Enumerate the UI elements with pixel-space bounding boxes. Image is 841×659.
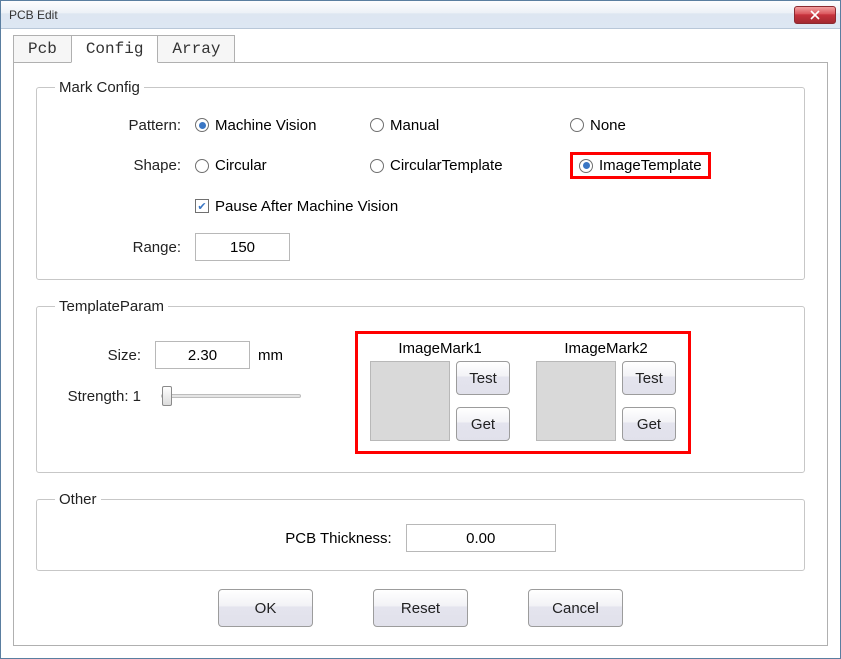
other-group: Other PCB Thickness: bbox=[36, 491, 805, 571]
reset-button[interactable]: Reset bbox=[373, 589, 468, 627]
tab-bar: Pcb Config Array bbox=[13, 35, 828, 63]
image-mark1-label: ImageMark1 bbox=[398, 340, 481, 357]
shape-row: Shape: Circular CircularTemplate Imag bbox=[55, 152, 786, 179]
other-legend: Other bbox=[55, 491, 101, 508]
window-content: Pcb Config Array Mark Config Pattern: Ma… bbox=[1, 29, 840, 658]
mark-config-group: Mark Config Pattern: Machine Vision Manu… bbox=[36, 79, 805, 280]
pcb-thickness-label: PCB Thickness: bbox=[285, 530, 405, 547]
shape-label: Shape: bbox=[55, 157, 195, 174]
pattern-radio-group: Machine Vision Manual None bbox=[195, 117, 786, 134]
footer-buttons: OK Reset Cancel bbox=[36, 589, 805, 627]
template-param-group: TemplateParam Size: mm Strength: 1 bbox=[36, 298, 805, 473]
radio-label: Manual bbox=[390, 117, 439, 134]
radio-icon bbox=[195, 159, 209, 173]
title-bar: PCB Edit bbox=[1, 1, 840, 29]
pcb-edit-window: PCB Edit Pcb Config Array Mark Config Pa… bbox=[0, 0, 841, 659]
tab-pcb[interactable]: Pcb bbox=[13, 35, 72, 63]
shape-radio-group: Circular CircularTemplate ImageTemplate bbox=[195, 152, 786, 179]
strength-value: 1 bbox=[133, 388, 141, 405]
size-unit: mm bbox=[258, 347, 283, 364]
tab-array[interactable]: Array bbox=[157, 35, 235, 63]
range-row: Range: bbox=[55, 233, 786, 261]
radio-label: Circular bbox=[215, 157, 267, 174]
pcb-thickness-input[interactable] bbox=[406, 524, 556, 552]
image-marks-panel: ImageMark1 Test Get ImageMark2 bbox=[355, 331, 691, 454]
mark1-test-button[interactable]: Test bbox=[456, 361, 510, 395]
radio-label: None bbox=[590, 117, 626, 134]
image-mark1-thumb bbox=[370, 361, 450, 441]
checkbox-icon bbox=[195, 199, 209, 213]
radio-icon bbox=[370, 159, 384, 173]
pause-checkbox[interactable]: Pause After Machine Vision bbox=[195, 198, 398, 215]
shape-image-template-radio[interactable]: ImageTemplate bbox=[570, 152, 711, 179]
range-label: Range: bbox=[55, 239, 195, 256]
pattern-machine-vision-radio[interactable]: Machine Vision bbox=[195, 117, 370, 134]
mark2-test-button[interactable]: Test bbox=[622, 361, 676, 395]
pattern-row: Pattern: Machine Vision Manual None bbox=[55, 112, 786, 138]
mark-config-legend: Mark Config bbox=[55, 79, 144, 96]
shape-circular-radio[interactable]: Circular bbox=[195, 157, 370, 174]
strength-slider[interactable] bbox=[161, 394, 301, 398]
radio-icon bbox=[579, 159, 593, 173]
template-param-legend: TemplateParam bbox=[55, 298, 168, 315]
shape-circular-template-radio[interactable]: CircularTemplate bbox=[370, 157, 570, 174]
image-mark2-col: ImageMark2 Test Get bbox=[536, 340, 676, 441]
radio-icon bbox=[370, 118, 384, 132]
pattern-manual-radio[interactable]: Manual bbox=[370, 117, 570, 134]
image-mark1-col: ImageMark1 Test Get bbox=[370, 340, 510, 441]
pattern-label: Pattern: bbox=[55, 117, 195, 134]
radio-label: CircularTemplate bbox=[390, 157, 503, 174]
image-mark2-label: ImageMark2 bbox=[564, 340, 647, 357]
radio-icon bbox=[195, 118, 209, 132]
tab-body-config: Mark Config Pattern: Machine Vision Manu… bbox=[13, 62, 828, 646]
radio-label: Machine Vision bbox=[215, 117, 316, 134]
radio-label: ImageTemplate bbox=[599, 157, 702, 174]
slider-thumb[interactable] bbox=[162, 386, 172, 406]
checkbox-label: Pause After Machine Vision bbox=[215, 198, 398, 215]
size-label: Size: bbox=[55, 347, 155, 364]
close-button[interactable] bbox=[794, 6, 836, 24]
mark1-get-button[interactable]: Get bbox=[456, 407, 510, 441]
cancel-button[interactable]: Cancel bbox=[528, 589, 623, 627]
pause-row: Pause After Machine Vision bbox=[55, 193, 786, 219]
template-param-left: Size: mm Strength: 1 bbox=[55, 331, 355, 409]
image-mark2-thumb bbox=[536, 361, 616, 441]
size-input[interactable] bbox=[155, 341, 250, 369]
ok-button[interactable]: OK bbox=[218, 589, 313, 627]
radio-icon bbox=[570, 118, 584, 132]
strength-label: Strength: 1 bbox=[55, 388, 155, 405]
mark2-get-button[interactable]: Get bbox=[622, 407, 676, 441]
window-title: PCB Edit bbox=[9, 8, 794, 22]
close-icon bbox=[810, 10, 820, 20]
range-input[interactable] bbox=[195, 233, 290, 261]
pattern-none-radio[interactable]: None bbox=[570, 117, 626, 134]
tab-config[interactable]: Config bbox=[71, 35, 159, 63]
